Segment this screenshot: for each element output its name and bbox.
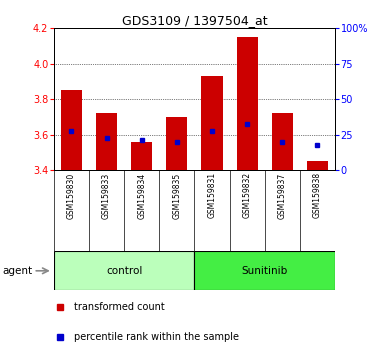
- Text: control: control: [106, 266, 142, 276]
- Text: GSM159830: GSM159830: [67, 172, 76, 219]
- Bar: [131, 142, 152, 170]
- Bar: [194, 251, 335, 290]
- Text: GSM159832: GSM159832: [243, 172, 252, 218]
- Bar: [61, 90, 82, 170]
- Text: GSM159834: GSM159834: [137, 172, 146, 219]
- Bar: [96, 113, 117, 170]
- Text: percentile rank within the sample: percentile rank within the sample: [74, 332, 239, 342]
- Title: GDS3109 / 1397504_at: GDS3109 / 1397504_at: [122, 14, 267, 27]
- Text: GSM159837: GSM159837: [278, 172, 287, 219]
- Text: agent: agent: [2, 266, 32, 276]
- Text: GSM159831: GSM159831: [208, 172, 216, 218]
- Bar: [201, 76, 223, 170]
- Text: GSM159833: GSM159833: [102, 172, 111, 219]
- Text: GSM159838: GSM159838: [313, 172, 322, 218]
- Text: GSM159835: GSM159835: [172, 172, 181, 219]
- Bar: [54, 251, 194, 290]
- Text: transformed count: transformed count: [74, 302, 164, 312]
- Bar: [307, 161, 328, 170]
- Bar: [166, 117, 187, 170]
- Bar: [236, 37, 258, 170]
- Text: Sunitinib: Sunitinib: [241, 266, 288, 276]
- Bar: [272, 113, 293, 170]
